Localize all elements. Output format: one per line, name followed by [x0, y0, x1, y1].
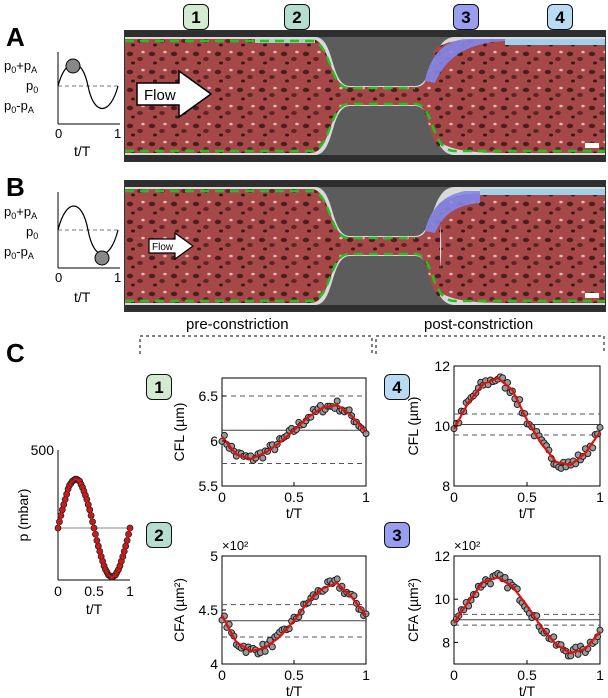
cfa3-xlabel: t/T: [519, 683, 536, 698]
cfa3-ytick-label: 8: [442, 634, 450, 650]
cfl4-xlabel: t/T: [519, 505, 536, 521]
chart-cfa3: 0 0.5 1 8 10 12 t/T CFA (µm²) ×10²: [405, 538, 604, 698]
cfl4-xtick-label: 0.5: [517, 489, 537, 505]
badge-3-top: 3: [453, 4, 479, 30]
cfa2-exponent: ×10²: [222, 538, 249, 553]
badge-1-chart: 1: [146, 374, 172, 400]
inset-b-mid-label: p0: [26, 224, 38, 241]
cfa2-xtick-label: 1: [362, 667, 370, 683]
cfl1-point: [259, 454, 267, 462]
cfa3-ylabel: CFA (µm²): [405, 578, 421, 642]
panel-letter-b: B: [6, 172, 25, 202]
badge-2-chart: 2: [146, 522, 172, 548]
cfa2-point: [268, 643, 276, 651]
pre-constriction-label: pre-constriction: [186, 316, 289, 333]
chart-cfl4: 0 0.5 1 8 10 12 t/T CFL (µm): [405, 358, 604, 521]
inset-a-xtick-1: 1: [114, 126, 121, 141]
flow-label-a: Flow: [144, 87, 176, 104]
inset-a-mid-label: p0: [26, 78, 38, 95]
cfa3-point: [487, 580, 494, 588]
cfa2-ytick-label: 4.5: [199, 602, 219, 618]
inset-b-xtick-0: 0: [55, 270, 62, 285]
inset-a-minus-label: p0-pA: [4, 98, 34, 115]
pressure-xtick-label: 0.5: [84, 583, 104, 599]
pressure-xlabel: t/T: [86, 601, 103, 617]
cfa3-ytick-label: 10: [434, 591, 450, 607]
flow-arrow-a: Flow: [136, 69, 213, 119]
inset-b: p0+pA p0 p0-pA 0 1 t/T: [4, 192, 121, 305]
chart-cfl1: 0 0.5 1 5.5 6 6.5 t/T CFL (µm): [171, 377, 370, 521]
inset-a-xtick-0: 0: [55, 126, 62, 141]
cfa3-point: [501, 573, 509, 581]
chart-cfa2: 0 0.5 1 4 4.5 5 t/T CFA (µm²) ×10²: [171, 538, 370, 698]
cfa2-xtick-label: 0: [218, 667, 226, 683]
inset-a-xlabel: t/T: [74, 143, 91, 159]
chart-pressure: 500 0 0.5 1 t/T p (mbar): [15, 442, 134, 617]
cfa2-ytick-label: 4: [210, 656, 218, 672]
cfa3-ytick-label: 12: [434, 548, 450, 564]
cfa3-fit-line: [453, 576, 601, 655]
pressure-xtick-label: 0: [54, 583, 62, 599]
section-brackets: [139, 335, 605, 354]
cfl4-ytick-label: 8: [442, 478, 450, 494]
cfl1-xtick-label: 0: [218, 489, 226, 505]
cfa2-xtick-label: 0.5: [284, 667, 304, 683]
cfa3-exponent: ×10²: [454, 538, 481, 553]
cfl1-point: [333, 397, 341, 405]
pressure-xtick-label: 1: [126, 583, 134, 599]
micrograph-a: Flow: [124, 30, 606, 162]
cfl1-ytick-label: 5.5: [199, 478, 219, 494]
pressure-ytick-label: 500: [31, 442, 55, 458]
micrograph-b: Flow: [124, 180, 606, 312]
cfl1-ytick-label: 6.5: [199, 388, 219, 404]
inset-a: p0+pA p0 p0-pA 0 1 t/T: [4, 52, 121, 159]
cfa2-point: [333, 575, 341, 583]
cfl1-ytick-label: 6: [210, 433, 218, 449]
cfa2-xlabel: t/T: [286, 683, 303, 698]
flow-arrow-b: Flow: [148, 231, 195, 261]
flow-label-b: Flow: [152, 242, 174, 253]
cfl4-xtick-label: 1: [596, 489, 604, 505]
cfl1-xtick-label: 1: [362, 489, 370, 505]
cfl4-ylabel: CFL (µm): [405, 397, 421, 456]
cfa2-fit-line: [221, 581, 367, 653]
cfa2-ylabel: CFA (µm²): [171, 578, 187, 642]
cfa3-xtick-label: 1: [596, 667, 604, 683]
cfl1-ylabel: CFL (µm): [171, 403, 187, 462]
cfl1-xlabel: t/T: [286, 505, 303, 521]
inset-a-plus-label: p0+pA: [4, 58, 37, 75]
badge-1-top: 1: [183, 4, 209, 30]
post-constriction-label: post-constriction: [424, 316, 534, 333]
badge-4-chart: 4: [384, 374, 410, 400]
badge-2-top: 2: [284, 4, 310, 30]
inset-b-xlabel: t/T: [74, 289, 91, 305]
inset-b-minus-label: p0-pA: [4, 244, 34, 261]
cfl4-fit-line: [453, 376, 601, 467]
panel-letter-c: C: [6, 338, 25, 368]
inset-b-marker: [94, 250, 110, 266]
cfa3-xtick-label: 0: [450, 667, 458, 683]
cfa2-ytick-label: 5: [210, 548, 218, 564]
cfl4-xtick-label: 0: [450, 489, 458, 505]
badge-3-chart: 3: [384, 522, 410, 548]
inset-b-xtick-1: 1: [114, 270, 121, 285]
cfl1-fit-line: [221, 403, 367, 461]
micrograph-b-svg: [125, 181, 605, 311]
badge-4-top: 4: [547, 4, 573, 30]
inset-b-plus-label: p0+pA: [4, 204, 37, 221]
pressure-ylabel: p (mbar): [15, 489, 31, 542]
pressure-fit-line: [57, 477, 131, 579]
cfl4-ytick-label: 12: [434, 358, 450, 374]
panel-letter-a: A: [6, 22, 25, 52]
inset-a-marker: [65, 58, 81, 74]
cfl1-xtick-label: 0.5: [284, 489, 304, 505]
cfa3-xtick-label: 0.5: [517, 667, 537, 683]
cfl4-ytick-label: 10: [434, 418, 450, 434]
cfl4-point: [596, 423, 604, 431]
